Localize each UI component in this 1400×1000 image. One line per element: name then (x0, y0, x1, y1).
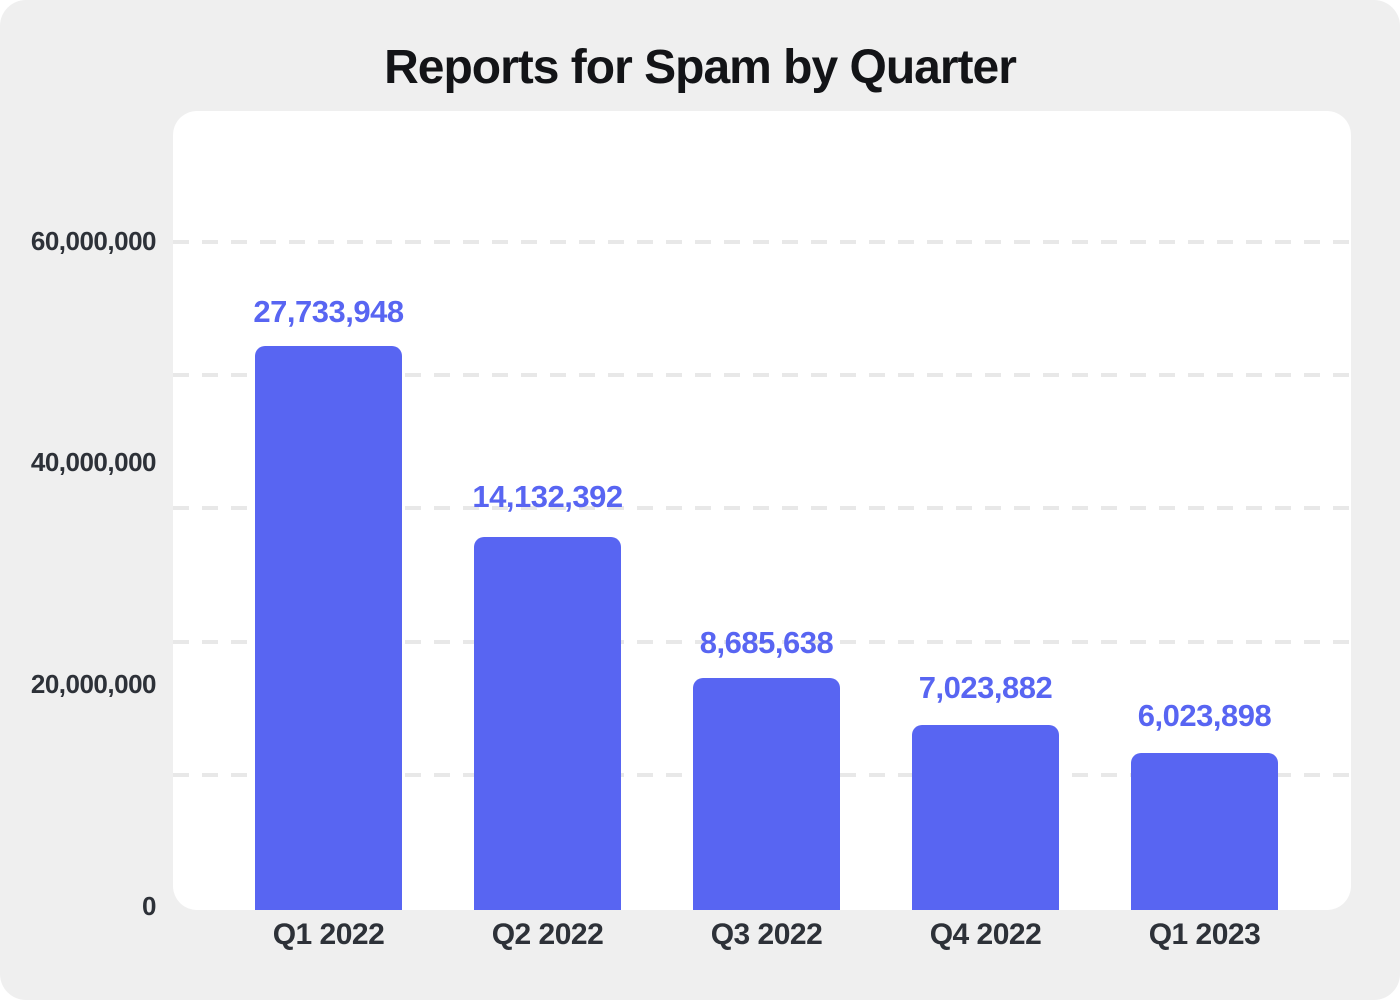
x-axis-tick-label: Q3 2022 (710, 918, 823, 951)
y-axis-tick-label: 60,000,000 (30, 226, 157, 256)
bar-q4-2022 (912, 725, 1059, 910)
gridline (173, 240, 1351, 244)
y-axis-tick-label: 40,000,000 (30, 447, 157, 477)
chart-title: Reports for Spam by Quarter (384, 41, 1017, 94)
bar-q1-2022 (255, 346, 402, 910)
gridline (173, 373, 1351, 377)
bar-value-label: 14,132,392 (472, 479, 623, 514)
gridline (173, 506, 1351, 510)
y-axis-tick-label: 20,000,000 (30, 669, 157, 699)
bar-value-label: 27,733,948 (253, 294, 404, 329)
x-axis-tick-label: Q4 2022 (929, 918, 1042, 951)
y-axis-tick-label: 0 (142, 891, 156, 921)
gridline (173, 640, 1351, 644)
plot-area (173, 111, 1351, 910)
bar-value-label: 7,023,882 (918, 670, 1053, 705)
bar-q2-2022 (474, 537, 621, 910)
bar-value-label: 6,023,898 (1137, 698, 1272, 733)
bar-q1-2023 (1131, 753, 1278, 910)
bar-value-label: 8,685,638 (699, 625, 834, 660)
x-axis-tick-label: Q1 2022 (272, 918, 385, 951)
x-axis-tick-label: Q1 2023 (1148, 918, 1261, 951)
bar-q3-2022 (693, 678, 840, 910)
x-axis-tick-label: Q2 2022 (491, 918, 604, 951)
